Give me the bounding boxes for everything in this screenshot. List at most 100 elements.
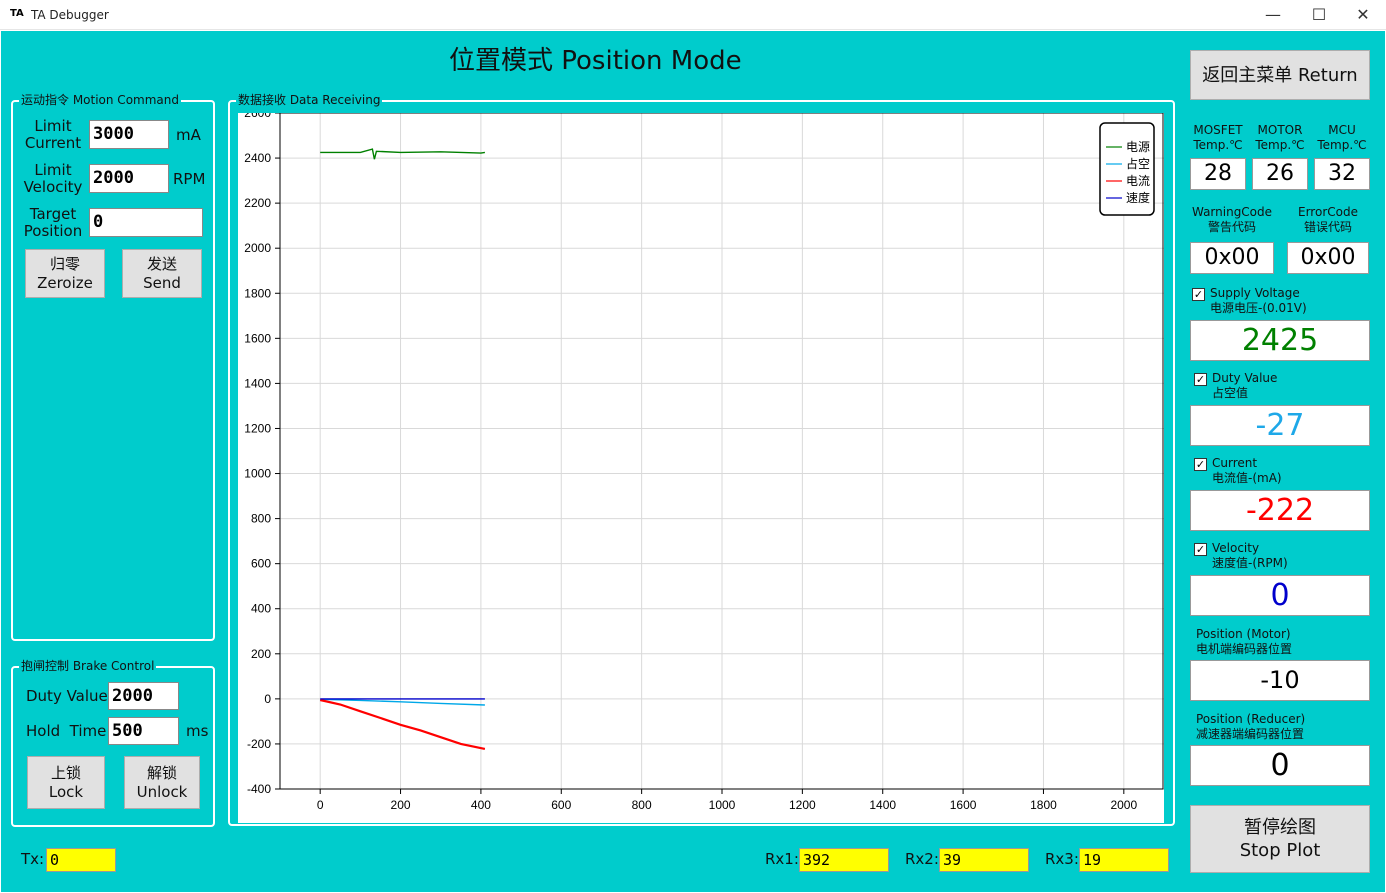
target-position-label: Target Position: [23, 205, 83, 240]
hold-time-label: Hold Time:: [26, 722, 112, 740]
x-tick-label: 1400: [869, 798, 896, 812]
x-tick-label: 2000: [1110, 798, 1137, 812]
mcu-temp-label: MCU Temp.℃: [1317, 123, 1367, 152]
rx1-label: Rx1:: [765, 850, 799, 868]
limit-velocity-unit: RPM: [173, 170, 206, 188]
x-tick-label: 1800: [1030, 798, 1057, 812]
page-title: 位置模式 Position Mode: [449, 46, 742, 76]
supply-voltage-checkbox[interactable]: ✓: [1192, 288, 1205, 301]
motion-command-group-label: 运动指令 Motion Command: [19, 93, 181, 108]
error-code-value: 0x00: [1287, 242, 1369, 274]
x-tick-label: 200: [391, 798, 411, 812]
legend-label: 速度: [1126, 190, 1150, 205]
legend-label: 电源: [1126, 140, 1150, 154]
y-tick-label: 400: [251, 602, 271, 616]
rx2-label: Rx2:: [905, 850, 939, 868]
unlock-button[interactable]: 解锁 Unlock: [124, 756, 200, 809]
limit-current-input[interactable]: 3000: [89, 120, 169, 149]
y-tick-label: 200: [251, 647, 271, 661]
rx3-value: 19: [1079, 848, 1169, 872]
position-motor-value: -10: [1190, 660, 1370, 701]
x-tick-label: 400: [471, 798, 491, 812]
error-code-label: ErrorCode 错误代码: [1298, 205, 1358, 234]
y-tick-label: 1800: [244, 286, 271, 300]
limit-velocity-label: Limit Velocity: [23, 161, 83, 196]
minimize-button[interactable]: —: [1265, 5, 1281, 24]
duty-value-label: Duty Value:: [26, 687, 113, 705]
current-checkbox[interactable]: ✓: [1194, 458, 1207, 471]
app-logo: TA: [10, 8, 24, 19]
legend-label: 电流: [1126, 174, 1150, 188]
current-value: -222: [1190, 490, 1370, 531]
data-chart[interactable]: 0 200 400 600 800 1000 1200 1400 1600 1800 2000 -40…: [238, 106, 1164, 823]
chart-legend: [1099, 122, 1155, 216]
warning-code-label: WarningCode 警告代码: [1191, 205, 1273, 234]
send-button[interactable]: 发送 Send: [122, 249, 202, 298]
y-tick-label: 600: [251, 557, 271, 571]
rx1-value: 392: [799, 848, 889, 872]
title-bar: TA TA Debugger — ☐ ✕: [0, 0, 1386, 30]
y-tick-label: 1000: [244, 467, 271, 481]
return-button[interactable]: 返回主菜单 Return: [1190, 50, 1370, 100]
rx3-label: Rx3:: [1045, 850, 1079, 868]
window-title: TA Debugger: [31, 8, 109, 22]
rx2-value: 39: [939, 848, 1029, 872]
position-motor-label: Position (Motor) 电机端编码器位置: [1196, 627, 1293, 656]
lock-button[interactable]: 上锁 Lock: [27, 756, 105, 809]
y-tick-label: 800: [251, 512, 271, 526]
target-position-input[interactable]: 0: [89, 208, 203, 237]
chart-svg: 0 200 400 600 800 1000 1200 1400 1600 1800 2000-40…: [244, 106, 1164, 812]
x-tick-label: 0: [317, 798, 324, 812]
y-tick-label: 2600: [244, 113, 271, 120]
y-tick-label: 0: [264, 692, 271, 706]
position-reducer-value: 0: [1190, 745, 1370, 786]
velocity-label: Velocity 速度值-(RPM): [1212, 541, 1288, 570]
hold-time-unit: ms: [186, 722, 209, 740]
hold-time-input[interactable]: 500: [108, 717, 179, 745]
y-tick-label: -400: [247, 782, 271, 796]
series-line-电源: [320, 148, 486, 160]
motor-temp-value: 26: [1252, 158, 1308, 190]
x-tick-label: 800: [632, 798, 652, 812]
y-tick-label: 1200: [244, 421, 271, 435]
x-tick-label: 600: [551, 798, 571, 812]
limit-current-label: Limit Current: [24, 117, 82, 152]
supply-voltage-label: Supply Voltage 电源电压-(0.01V): [1210, 286, 1307, 315]
duty-value-checkbox[interactable]: ✓: [1194, 373, 1207, 386]
warning-code-value: 0x00: [1190, 242, 1274, 274]
brake-control-group-label: 抱闸控制 Brake Control: [19, 659, 157, 674]
y-tick-label: -200: [247, 737, 271, 751]
supply-voltage-value: 2425: [1190, 320, 1370, 361]
stop-plot-button[interactable]: 暂停绘图 Stop Plot: [1190, 805, 1370, 873]
duty-value-input[interactable]: 2000: [108, 682, 179, 710]
limit-current-unit: mA: [176, 126, 201, 144]
motion-command-group: 运动指令 Motion Command: [11, 93, 215, 641]
brake-control-group: 抱闸控制 Brake Control: [11, 659, 215, 827]
motor-temp-label: MOTOR Temp.℃: [1255, 123, 1305, 152]
y-tick-label: 2400: [244, 151, 271, 165]
limit-velocity-input[interactable]: 2000: [89, 164, 169, 193]
maximize-button[interactable]: ☐: [1311, 5, 1327, 24]
y-tick-label: 2000: [244, 241, 271, 255]
x-tick-label: 1600: [950, 798, 977, 812]
data-receiving-group: 数据接收 Data Receiving: [228, 93, 1175, 826]
y-tick-label: 1400: [244, 376, 271, 390]
duty-value-readout-label: Duty Value 占空值: [1212, 371, 1278, 400]
plot-area-border: [279, 112, 1164, 790]
mosfet-temp-value: 28: [1190, 158, 1246, 190]
data-receiving-group-label: 数据接收 Data Receiving: [236, 93, 383, 108]
y-tick-label: 1600: [244, 331, 271, 345]
close-button[interactable]: ✕: [1356, 5, 1370, 24]
tx-label: Tx:: [21, 850, 45, 868]
velocity-value: 0: [1190, 575, 1370, 616]
velocity-checkbox[interactable]: ✓: [1194, 543, 1207, 556]
x-tick-label: 1200: [789, 798, 816, 812]
mosfet-temp-label: MOSFET Temp.℃: [1193, 123, 1243, 152]
zeroize-button[interactable]: 归零 Zeroize: [25, 249, 105, 298]
x-tick-label: 1000: [709, 798, 736, 812]
series-line-占空: [320, 698, 485, 706]
y-tick-label: 2200: [244, 196, 271, 210]
series-line-电流: [319, 698, 486, 750]
current-label: Current 电流值-(mA): [1212, 456, 1282, 485]
duty-value-readout: -27: [1190, 405, 1370, 446]
